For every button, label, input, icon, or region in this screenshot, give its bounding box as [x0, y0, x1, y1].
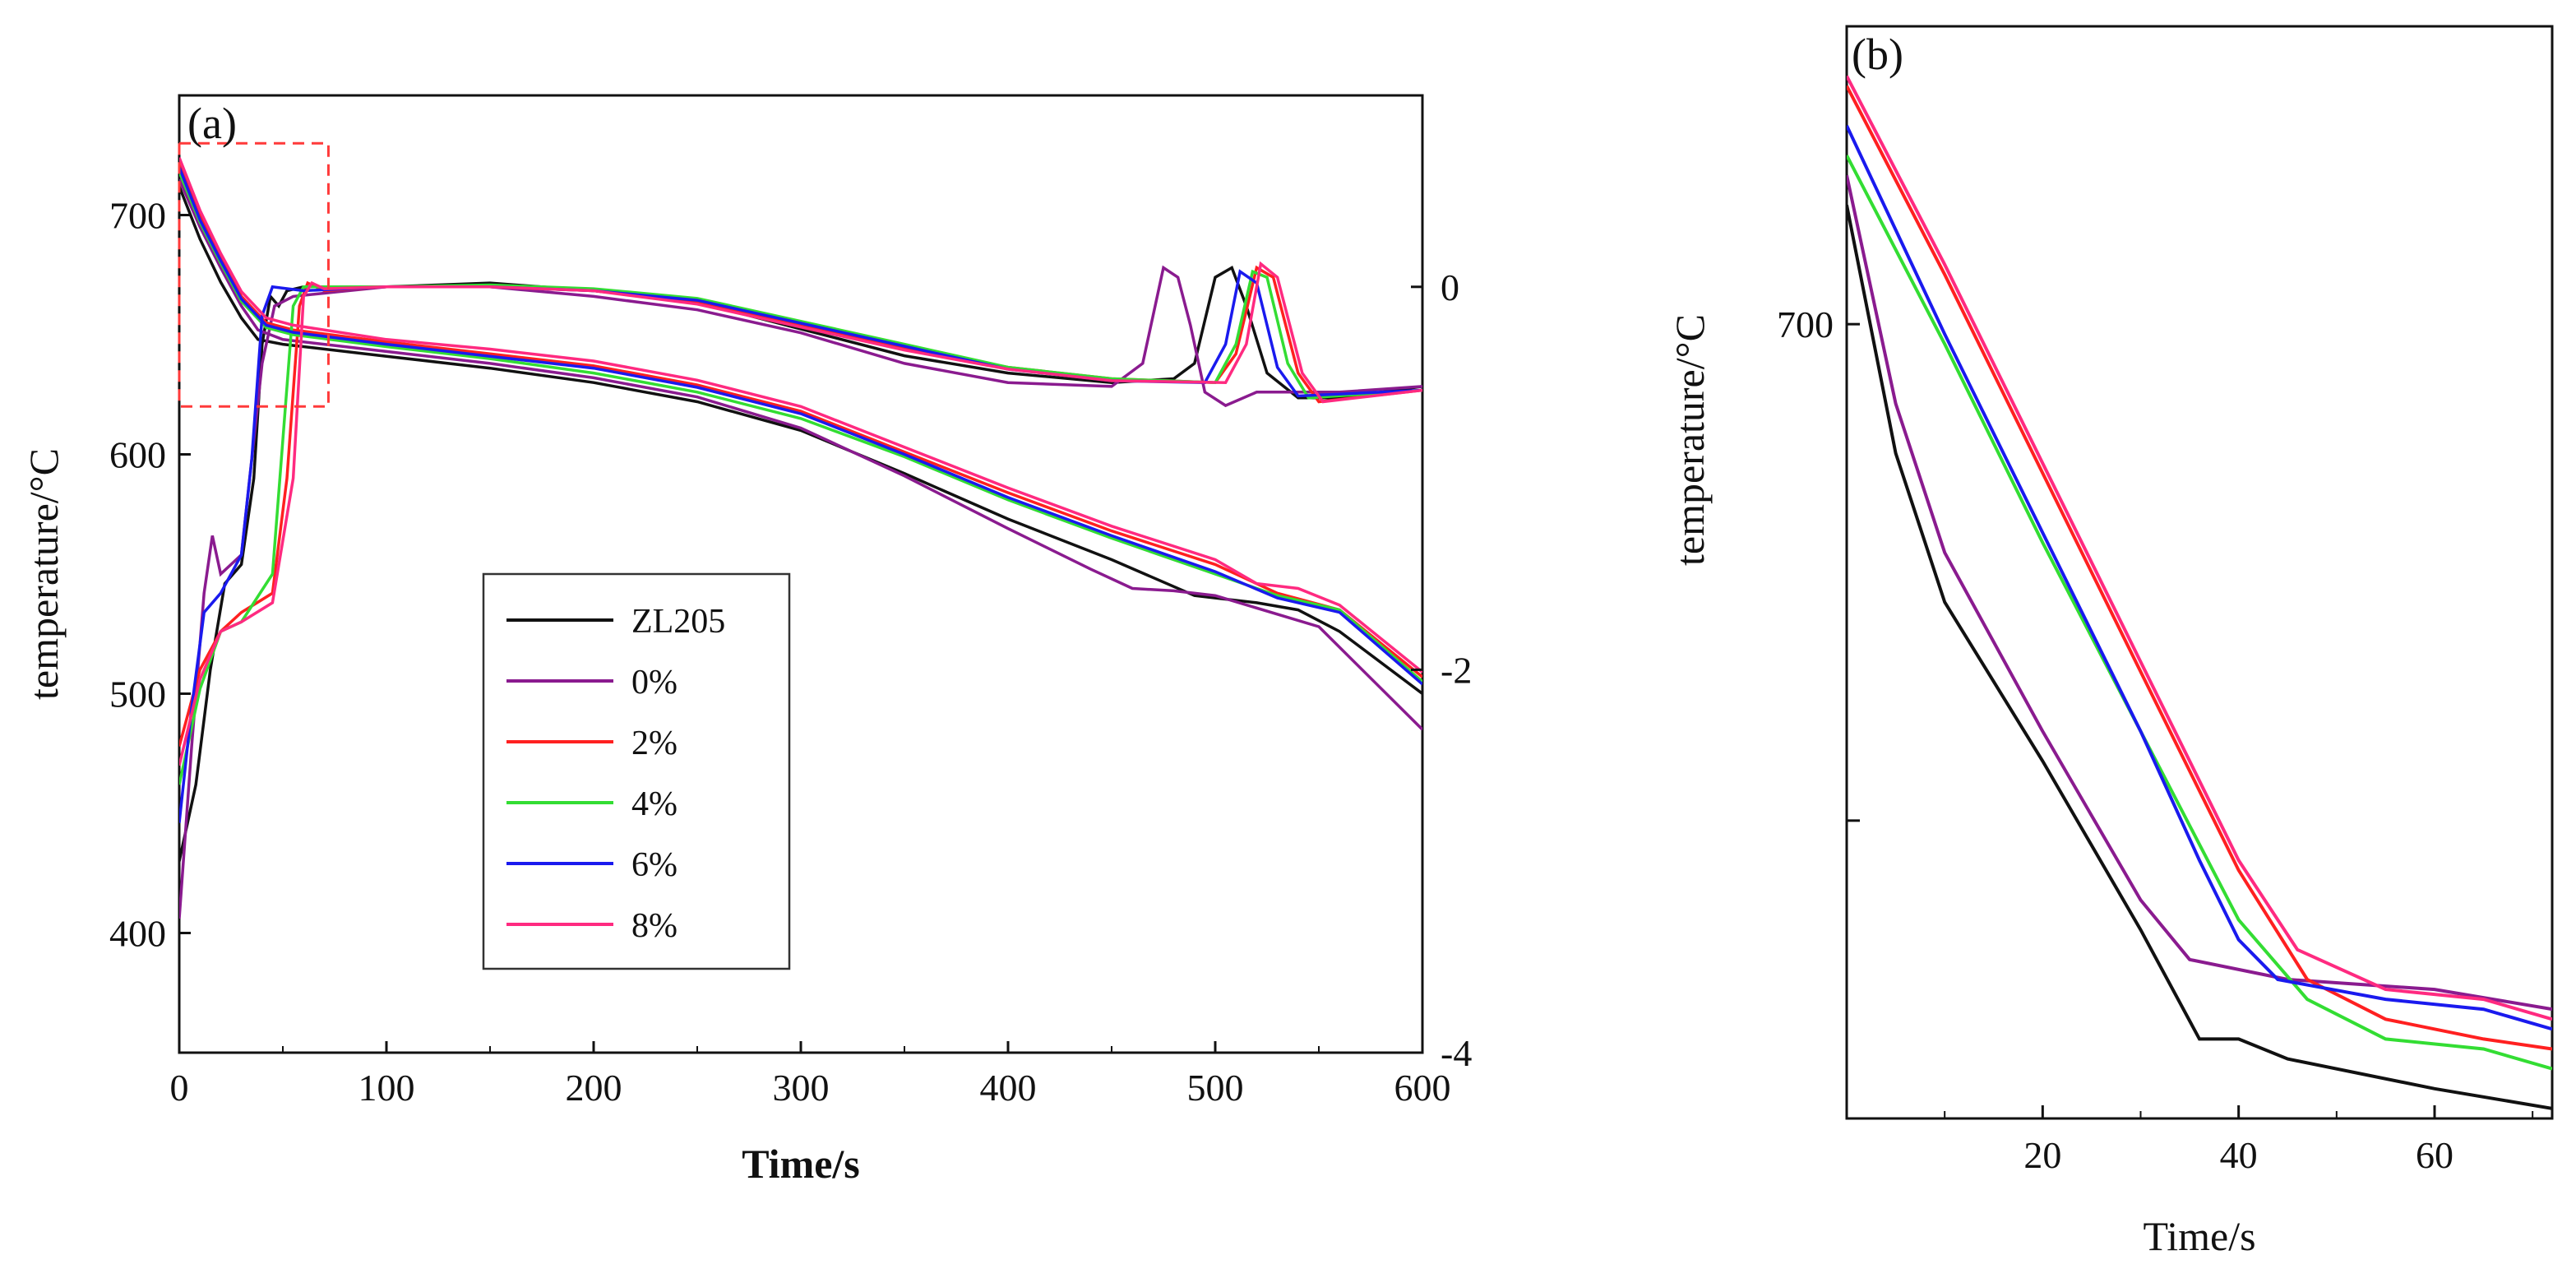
series-1-cooling-curve [179, 178, 1422, 731]
panel-b-frame [1845, 25, 2554, 1120]
zoom-region-box [178, 141, 330, 408]
y-tick-label: 400 [109, 913, 166, 955]
series-5-cooling-curve [179, 157, 1422, 674]
series-2-zoom-curve [1847, 85, 2552, 1051]
x-tick-label: 40 [2220, 1134, 2258, 1176]
x-tick-label: 600 [1394, 1067, 1451, 1109]
series-4-cooling-curve [179, 166, 1422, 686]
series-5-derivative-curve [179, 261, 1422, 766]
legend-label: 4% [631, 785, 678, 823]
panel-b-x-axis-title: Time/s [2143, 1213, 2255, 1259]
panel-a: 0 100 200 300 400 500 600 400 500 600 700 0 -2 -4 (a)… [21, 94, 1472, 1187]
x-tick-label: 500 [1187, 1067, 1244, 1109]
series-0-zoom-curve [1847, 204, 2552, 1110]
legend-label: 8% [631, 907, 678, 945]
panel-a-label: (a) [187, 99, 237, 148]
series-0-derivative-curve [179, 265, 1422, 862]
y-tick-label: 500 [109, 674, 166, 715]
legend-label: 6% [631, 846, 678, 884]
y-tick-label: 700 [109, 195, 166, 237]
x-tick-label: 20 [2023, 1134, 2061, 1176]
panel-b-ticks: 20 40 60 700 [1777, 303, 2534, 1176]
series-1-zoom-curve [1847, 174, 2552, 1012]
panel-b: 20 40 60 700 (b) Time/s temperature/°C [1667, 25, 2554, 1259]
x-tick-label: 100 [358, 1067, 415, 1109]
panel-b-label: (b) [1852, 30, 1903, 79]
panel-a-y-axis-title: temperature/°C [21, 448, 67, 700]
series-3-derivative-curve [179, 269, 1422, 785]
legend-label: ZL205 [631, 603, 725, 641]
series-4-derivative-curve [179, 269, 1422, 823]
panel-b-series-group [1847, 75, 2552, 1110]
x-tick-label: 0 [170, 1067, 189, 1109]
legend: ZL205 0% 2% 4% 6% 8% [482, 572, 791, 970]
x-tick-label: 300 [773, 1067, 830, 1109]
series-5-zoom-curve [1847, 75, 2552, 1021]
series-0-cooling-curve [179, 185, 1422, 695]
y2-tick-label: -4 [1441, 1032, 1472, 1074]
y-tick-label: 700 [1777, 303, 1834, 345]
panel-b-y-axis-title: temperature/°C [1667, 314, 1713, 566]
x-tick-label: 200 [566, 1067, 622, 1109]
series-4-zoom-curve [1847, 124, 2552, 1031]
panel-a-x-axis-title: Time/s [742, 1141, 860, 1187]
panel-a-ticks: 0 100 200 300 400 500 600 400 500 600 700 0 -2 -4 [109, 195, 1472, 1109]
legend-label: 0% [631, 664, 678, 702]
legend-label: 2% [631, 725, 678, 762]
x-tick-label: 60 [2416, 1134, 2453, 1176]
series-3-zoom-curve [1847, 154, 2552, 1071]
y-tick-label: 600 [109, 434, 166, 476]
y2-tick-label: 0 [1441, 266, 1459, 308]
x-tick-label: 400 [980, 1067, 1037, 1109]
panel-a-series-group [179, 157, 1422, 919]
legend-box [482, 572, 791, 970]
y2-tick-label: -2 [1441, 649, 1472, 691]
